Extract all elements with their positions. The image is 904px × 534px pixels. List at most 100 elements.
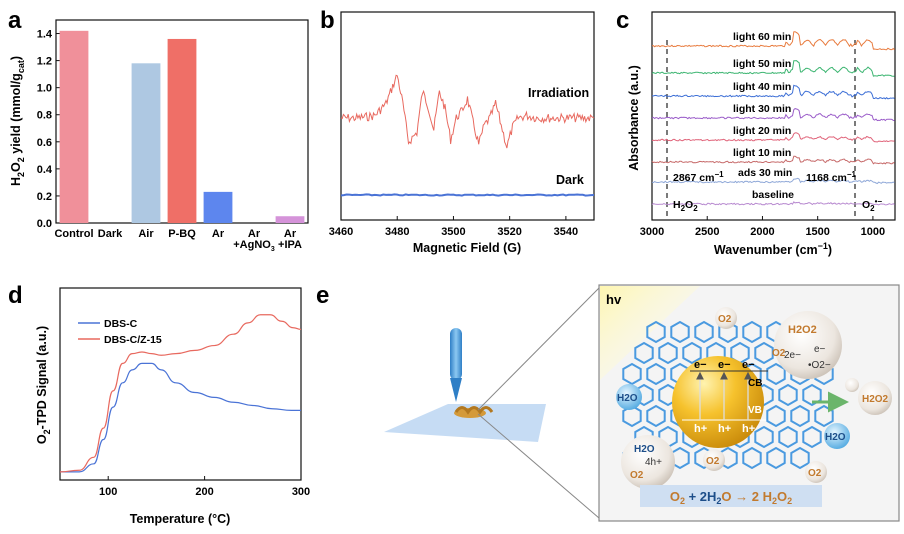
h2o2-marker-label: H2O2: [673, 199, 698, 213]
oxidation-4h-label: 4h+: [645, 457, 662, 468]
framework-ring: [718, 320, 738, 344]
equation-box: [640, 485, 822, 507]
o2-bubble-bottom-right: [805, 461, 827, 483]
small-bubble: [845, 378, 859, 392]
framework-ring: [622, 404, 642, 428]
substrate-plane: [384, 404, 546, 442]
category-label-ar-ipa: Ar: [284, 228, 297, 240]
series-light-10-min-line: [651, 155, 895, 165]
framework-ring: [790, 404, 810, 428]
panel-c-ylabel: Absorbance (a.u.): [627, 65, 641, 171]
peak-1168-label: 1168 cm−1: [806, 170, 857, 184]
bubble-2e-label: 2e−: [784, 350, 801, 361]
label-light-20-min: light 20 min: [733, 125, 791, 137]
panel-c-xtick-label: 2000: [750, 226, 774, 238]
o2-bottom-right-label: O2: [808, 468, 822, 479]
panel-a-ytick-label: 0.6: [37, 137, 52, 149]
bar-air: [131, 63, 161, 223]
panel-b-frame: [340, 11, 595, 221]
series-baseline-line: [651, 201, 895, 206]
framework-ring: [682, 341, 702, 365]
panel-label-b: b: [320, 7, 335, 34]
panel-a-bar-chart: 0.0 0.2 0.4 0.6 0.8 1.0 1.2 1.4 Control Dark Air P…: [9, 19, 309, 253]
panel-label-d: d: [8, 282, 23, 309]
panel-c-xtick-label: 3000: [640, 226, 664, 238]
legend-label-dbs-c-z15: DBS-C/Z-15: [104, 334, 162, 346]
series-light-20-min-line: [651, 132, 895, 143]
category-sublabel-ar-agno3: +AgNO3: [233, 239, 275, 253]
panel-c-frame: [651, 11, 896, 221]
category-label-control: Control: [54, 228, 93, 240]
category-sublabel-ar-ipa: +IPA: [278, 239, 302, 251]
panel-d-tpd-chart: DBS-C DBS-C/Z-15 100 200 300 Temperature (…: [35, 287, 310, 526]
label-light-60-min: light 60 min: [733, 31, 791, 43]
panel-label-e: e: [316, 282, 329, 309]
series-light-60-min-line: [651, 31, 895, 51]
hole-2: h+: [718, 423, 731, 435]
bar-p-bq: [167, 38, 197, 223]
oxidation-h2o-label: H2O: [634, 444, 655, 455]
label-light-50-min: light 50 min: [733, 58, 791, 70]
series-light-50-min-line: [651, 60, 895, 77]
category-label-ar-agno3: Ar: [248, 228, 261, 240]
series-dbs-c-line: [60, 362, 301, 473]
h2o2-product-label: H2O2: [862, 394, 889, 405]
bubble-e-label: e−: [814, 344, 826, 355]
panel-b-xlabel: Magnetic Field (G): [413, 241, 521, 255]
sunlight-rays: [600, 286, 700, 380]
panel-e-schematic: hv CB VB e− e− e− h+ h+ h+ H2O2 2e− e− •…: [384, 284, 900, 522]
h2o-bubble-left: [616, 384, 642, 410]
category-label-ar: Ar: [212, 228, 225, 240]
series-irradiation-line: [340, 74, 595, 149]
bubble-o2rad-label: •O2−: [808, 360, 831, 371]
reaction-equation: O2 + 2H2O → 2 H2O2: [670, 489, 792, 506]
panel-a-ylabel: H2O2 yield (mmol/gcat): [9, 56, 26, 186]
panel-c-xtick-label: 1000: [861, 226, 885, 238]
label-light-40-min: light 40 min: [733, 81, 791, 93]
panel-label-c: c: [616, 7, 629, 34]
framework-ring: [658, 341, 678, 365]
framework-ring: [790, 446, 810, 470]
label-ads-30-min: ads 30 min: [738, 167, 792, 179]
framework-ring: [802, 425, 822, 449]
series-light-30-min-line: [651, 108, 895, 122]
framework-ring: [742, 320, 762, 344]
panel-d-xtick-label: 300: [292, 486, 310, 498]
panel-a-ytick-label: 1.2: [37, 56, 52, 68]
o2-bottom-label: O2: [706, 456, 720, 467]
series-dbs-c-z15-line: [59, 314, 302, 473]
series-ads-30-min-line: [651, 177, 895, 185]
framework-ring: [766, 404, 786, 428]
framework-ring: [766, 446, 786, 470]
oxidation-bubble: [621, 435, 675, 489]
panel-d-ylabel: O2-TPD Signal (a.u.): [35, 326, 52, 444]
panel-a-ytick-label: 0.2: [37, 191, 52, 203]
zoom-line-bottom: [477, 413, 600, 519]
panel-d-xtick-label: 200: [195, 486, 213, 498]
reduction-bubble: [774, 311, 842, 379]
o2-bubble-bottom: [703, 449, 725, 471]
framework-ring: [694, 320, 714, 344]
cb-label: CB: [748, 378, 762, 389]
panel-c-xtick-label: 1500: [805, 226, 829, 238]
framework-ring: [778, 425, 798, 449]
category-label-air: Air: [138, 228, 154, 240]
probe-tip: [450, 328, 462, 402]
panel-b-xtick-label: 3480: [385, 226, 409, 238]
panel-a-ytick-label: 1.0: [37, 83, 52, 95]
electron-3: e−: [742, 359, 755, 371]
label-baseline: baseline: [752, 189, 794, 201]
framework-ring: [778, 383, 798, 407]
irradiation-label: Irradiation: [528, 86, 589, 100]
framework-ring: [754, 425, 774, 449]
oxidation-o2-label: O2: [630, 470, 644, 481]
zoom-line-top: [477, 287, 600, 411]
bubble-h2o2-label: H2O2: [788, 324, 817, 336]
framework-ring: [754, 341, 774, 365]
catalyst-sphere: [672, 356, 764, 448]
panel-a-ytick-label: 0.0: [37, 218, 52, 230]
bar-ar-ipa: [275, 216, 305, 223]
panel-b-xtick-label: 3460: [329, 226, 353, 238]
label-light-10-min: light 10 min: [733, 147, 791, 159]
